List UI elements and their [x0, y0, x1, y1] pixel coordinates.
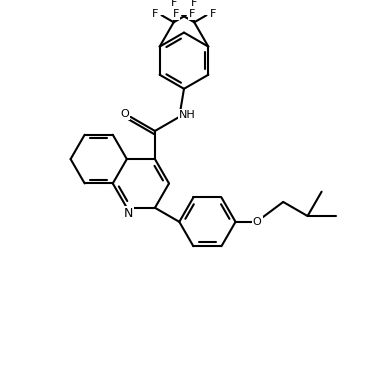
Text: F: F: [189, 9, 195, 19]
Text: F: F: [170, 0, 177, 7]
Text: F: F: [210, 9, 216, 19]
Text: F: F: [191, 0, 197, 7]
Text: N: N: [124, 207, 133, 220]
Text: O: O: [121, 109, 129, 119]
Text: F: F: [173, 9, 179, 19]
Text: NH: NH: [179, 110, 196, 120]
Text: O: O: [253, 217, 262, 227]
Text: F: F: [152, 9, 158, 19]
